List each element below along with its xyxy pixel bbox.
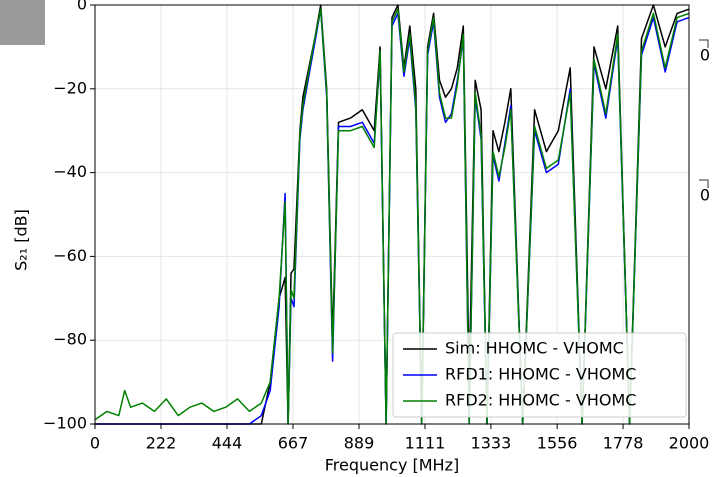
y-tick-label: −60	[53, 246, 87, 265]
legend-label: RFD1: HHOMC - VHOMC	[445, 365, 636, 384]
y-axis-label: S₂₁ [dB]	[12, 209, 31, 271]
thumbnail	[0, 0, 45, 45]
y-tick-label: −80	[53, 330, 87, 349]
legend-box	[392, 332, 687, 418]
side-bracket	[699, 39, 709, 48]
x-tick-label: 222	[146, 434, 177, 453]
plot-frame	[94, 4, 690, 425]
y-tick-label: −100	[43, 414, 87, 433]
legend-label: RFD2: HHOMC - VHOMC	[445, 391, 636, 410]
x-tick-label: 444	[212, 434, 243, 453]
legend-label: Sim: HHOMC - VHOMC	[445, 339, 624, 358]
x-tick-label: 1778	[603, 434, 644, 453]
series-line	[94, 8, 690, 425]
x-tick-label: 889	[344, 434, 375, 453]
x-tick-label: 1556	[537, 434, 578, 453]
x-tick-label: 1111	[405, 434, 446, 453]
y-tick-label: −40	[53, 162, 87, 181]
x-tick-label: 1333	[471, 434, 512, 453]
x-tick-label: 667	[278, 434, 309, 453]
y-tick-label: −20	[53, 78, 87, 97]
x-axis-label: Frequency [MHz]	[325, 456, 459, 475]
side-bracket	[699, 179, 709, 188]
side-label: 0	[700, 46, 710, 65]
side-label: 0	[700, 186, 710, 205]
y-tick-label: 0	[77, 0, 87, 14]
x-tick-label: 0	[90, 434, 100, 453]
x-tick-label: 2000	[669, 434, 710, 453]
